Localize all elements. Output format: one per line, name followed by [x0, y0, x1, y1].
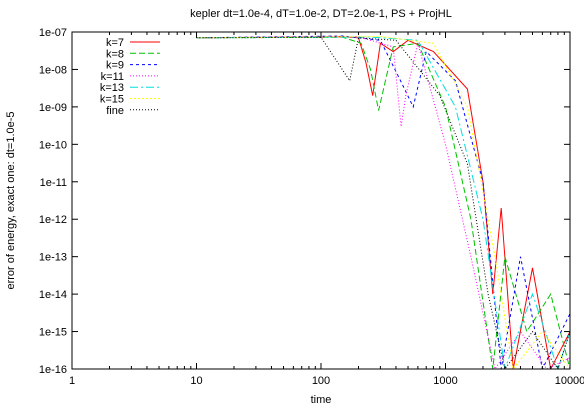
y-tick-label: 1e-12: [39, 214, 67, 226]
x-tick-label: 100: [312, 375, 330, 387]
series-line-k-9: [196, 35, 570, 369]
legend-label: k=9: [106, 60, 124, 72]
x-tick-label: 10: [190, 375, 202, 387]
legend-label: fine: [106, 105, 124, 117]
series-line-fine: [196, 36, 570, 369]
y-tick-label: 1e-07: [39, 27, 67, 39]
y-tick-label: 1e-15: [39, 327, 67, 339]
chart-title: kepler dt=1.0e-4, dT=1.0e-2, DT=2.0e-1, …: [190, 8, 452, 20]
legend-label: k=11: [101, 71, 124, 83]
series-line-k-13: [196, 36, 570, 369]
y-tick-label: 1e-16: [39, 364, 67, 376]
y-tick-label: 1e-13: [39, 252, 67, 264]
series-line-k-7: [196, 36, 570, 369]
y-tick-label: 1e-11: [40, 177, 67, 189]
y-tick-label: 1e-09: [39, 102, 67, 114]
y-tick-label: 1e-08: [39, 64, 67, 76]
x-tick-label: 1: [69, 375, 75, 387]
series-line-k-8: [196, 36, 570, 369]
series-line-k-15: [196, 35, 570, 369]
legend-label: k=13: [100, 82, 124, 94]
x-axis-label: time: [311, 394, 332, 406]
legend-label: k=8: [106, 48, 124, 60]
y-axis-label: error of energy, exact one: dt=1.0e-5: [5, 111, 17, 289]
x-tick-label: 1000: [433, 375, 457, 387]
x-axis-ticks: 1 10 100 1000 10000: [69, 32, 584, 387]
y-tick-label: 1e-14: [39, 289, 67, 301]
plot-frame: [71, 31, 571, 370]
y-tick-label: 1e-10: [39, 139, 67, 151]
series-line-k-11: [196, 36, 570, 369]
plot-border: [71, 31, 571, 370]
legend-label: k=7: [106, 37, 124, 49]
y-axis-ticks: 1e-16 1e-15 1e-14 1e-13 1e-12 1e-11 1e-10 1e-09…: [39, 27, 570, 376]
x-tick-label: 10000: [555, 375, 584, 387]
series-layer: [196, 35, 570, 369]
legend-label: k=15: [100, 94, 124, 106]
